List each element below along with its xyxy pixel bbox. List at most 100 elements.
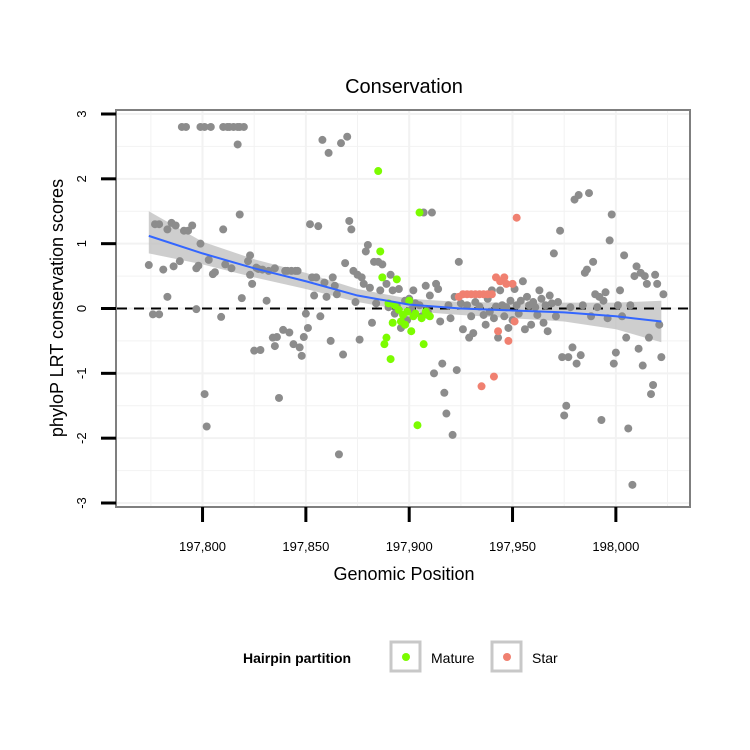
data-point-mature	[405, 296, 414, 305]
data-point	[659, 290, 668, 299]
data-point	[262, 296, 271, 305]
data-point-mature	[392, 275, 401, 284]
data-point-mature	[407, 327, 416, 336]
legend-dot-star	[503, 653, 511, 661]
data-point	[270, 264, 279, 273]
data-point	[626, 301, 635, 310]
data-point	[607, 210, 616, 219]
data-point-star	[504, 336, 513, 345]
data-point	[560, 411, 569, 420]
data-point-mature	[415, 208, 424, 217]
data-point	[647, 390, 655, 399]
data-point	[543, 327, 552, 336]
data-point	[458, 325, 467, 334]
data-point	[235, 210, 244, 219]
data-point	[204, 255, 213, 264]
data-point	[324, 148, 333, 157]
data-point	[523, 292, 531, 301]
y-axis-label: phyloP LRT conservation scores	[47, 179, 67, 437]
data-point	[642, 279, 651, 288]
chart-title: Conservation	[345, 76, 463, 98]
data-point	[456, 299, 465, 308]
x-tick-label: 198,000	[592, 539, 639, 554]
data-point	[562, 401, 571, 410]
data-point	[382, 279, 391, 288]
data-point	[630, 272, 639, 281]
data-point	[541, 301, 550, 310]
data-point	[582, 265, 591, 274]
data-point	[440, 388, 449, 397]
y-tick-label: 0	[74, 305, 89, 312]
data-point	[558, 353, 567, 362]
data-point	[270, 342, 279, 351]
smooth-line-layer	[148, 234, 662, 323]
data-point-mature	[388, 318, 397, 327]
data-point	[620, 251, 629, 260]
data-point	[463, 301, 472, 310]
data-point	[609, 359, 618, 368]
data-point	[359, 279, 368, 288]
data-point	[248, 279, 257, 288]
y-tick-label: 2	[74, 175, 89, 182]
data-point	[655, 320, 664, 329]
data-point	[537, 294, 546, 303]
x-tick-label: 197,800	[179, 539, 226, 554]
x-tick-label: 197,850	[282, 539, 329, 554]
x-axis: 197,800 197,850 197,900 197,950 198,000	[179, 507, 639, 554]
data-point-star	[487, 290, 496, 299]
data-point	[454, 257, 463, 266]
data-point	[640, 272, 649, 281]
data-point-star	[510, 317, 519, 326]
data-point	[500, 312, 509, 321]
data-point	[316, 312, 325, 321]
x-tick-label: 197,900	[386, 539, 433, 554]
data-point	[192, 305, 201, 314]
data-point	[376, 286, 385, 295]
data-point	[361, 247, 370, 256]
data-point	[326, 336, 335, 345]
data-point	[632, 262, 641, 271]
y-tick-label: 3	[74, 110, 89, 117]
data-point	[343, 132, 352, 141]
data-point	[531, 303, 540, 312]
data-point	[434, 285, 443, 294]
data-point	[227, 264, 236, 273]
data-point	[589, 257, 598, 266]
data-point	[182, 122, 190, 131]
y-tick-label: -3	[74, 497, 89, 509]
data-point	[506, 296, 515, 305]
data-point	[210, 268, 219, 277]
data-point-mature	[425, 312, 434, 321]
data-point	[479, 310, 488, 319]
data-point-mature	[419, 340, 428, 349]
y-tick-label: -2	[74, 432, 89, 444]
data-point-mature	[374, 167, 383, 176]
y-tick-label: -1	[74, 368, 89, 380]
data-point	[202, 422, 211, 431]
data-point	[638, 361, 647, 370]
data-point	[504, 323, 513, 332]
data-point	[566, 303, 575, 312]
data-point	[289, 340, 298, 349]
data-point	[200, 390, 209, 399]
data-point	[275, 393, 283, 402]
data-point-star	[500, 273, 509, 282]
data-point	[351, 298, 360, 307]
data-point	[345, 216, 354, 225]
data-point	[481, 320, 490, 329]
data-point-mature	[376, 247, 385, 256]
data-point-star	[489, 372, 498, 381]
data-point	[430, 369, 438, 378]
data-point	[547, 299, 556, 308]
data-point	[452, 366, 461, 375]
data-point	[593, 303, 602, 312]
data-point-star	[502, 279, 511, 288]
data-point	[535, 286, 544, 295]
smooth-trend-line	[148, 234, 662, 323]
data-point	[328, 273, 337, 282]
data-point	[494, 333, 503, 342]
data-point	[347, 225, 356, 234]
data-point	[299, 333, 308, 342]
data-point	[489, 314, 498, 323]
